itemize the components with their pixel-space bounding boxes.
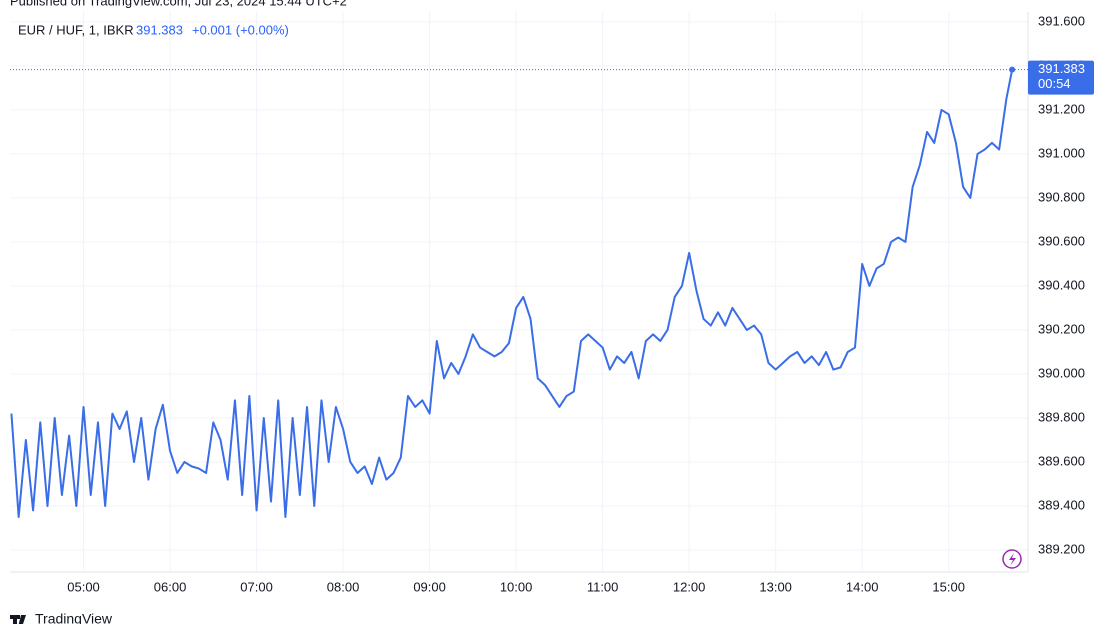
- x-tick-label: 15:00: [932, 579, 965, 594]
- grid: [10, 12, 1028, 572]
- legend-change: +0.001 (+0.00%): [192, 22, 289, 37]
- x-tick-label: 14:00: [846, 579, 879, 594]
- y-tick-label: 391.600: [1038, 13, 1085, 28]
- x-tick-label: 08:00: [327, 579, 360, 594]
- y-tick-label: 389.200: [1038, 541, 1085, 556]
- x-tick-label: 11:00: [587, 579, 619, 594]
- y-tick-label: 390.200: [1038, 321, 1085, 336]
- y-tick-label: 391.200: [1038, 101, 1085, 116]
- symbol-label: EUR / HUF, 1, IBKR: [18, 22, 134, 37]
- y-tick-label: 389.400: [1038, 497, 1085, 512]
- price-tag: [1028, 60, 1094, 95]
- y-tick-label: 390.800: [1038, 189, 1085, 204]
- x-tick-label: 10:00: [500, 579, 533, 594]
- y-tick-label: 389.600: [1038, 453, 1085, 468]
- y-tick-label: 391.000: [1038, 145, 1085, 160]
- last-point: [1009, 66, 1016, 73]
- plot: [10, 66, 1028, 518]
- legend-price: 391.383: [136, 22, 183, 37]
- x-tick-label: 05:00: [67, 579, 100, 594]
- x-tick-label: 06:00: [154, 579, 187, 594]
- x-tick-label: 13:00: [759, 579, 792, 594]
- x-tick-label: 07:00: [240, 579, 273, 594]
- y-tick-label: 390.400: [1038, 277, 1085, 292]
- price-tag-value: 391.383: [1038, 61, 1085, 76]
- x-tick-label: 09:00: [413, 579, 446, 594]
- brand-logo: [10, 615, 26, 624]
- brand-name: TradingView: [35, 611, 113, 624]
- price-line: [10, 69, 1014, 518]
- lightning-glyph: [1009, 553, 1016, 566]
- x-tick-label: 12:00: [673, 579, 706, 594]
- published-note: Published on TradingView.com, Jul 23, 20…: [10, 0, 347, 8]
- lightning-icon[interactable]: [1002, 549, 1022, 569]
- y-tick-label: 390.000: [1038, 365, 1085, 380]
- y-tick-label: 389.800: [1038, 409, 1085, 424]
- y-tick-label: 390.600: [1038, 233, 1085, 248]
- price-tag-countdown: 00:54: [1038, 76, 1071, 91]
